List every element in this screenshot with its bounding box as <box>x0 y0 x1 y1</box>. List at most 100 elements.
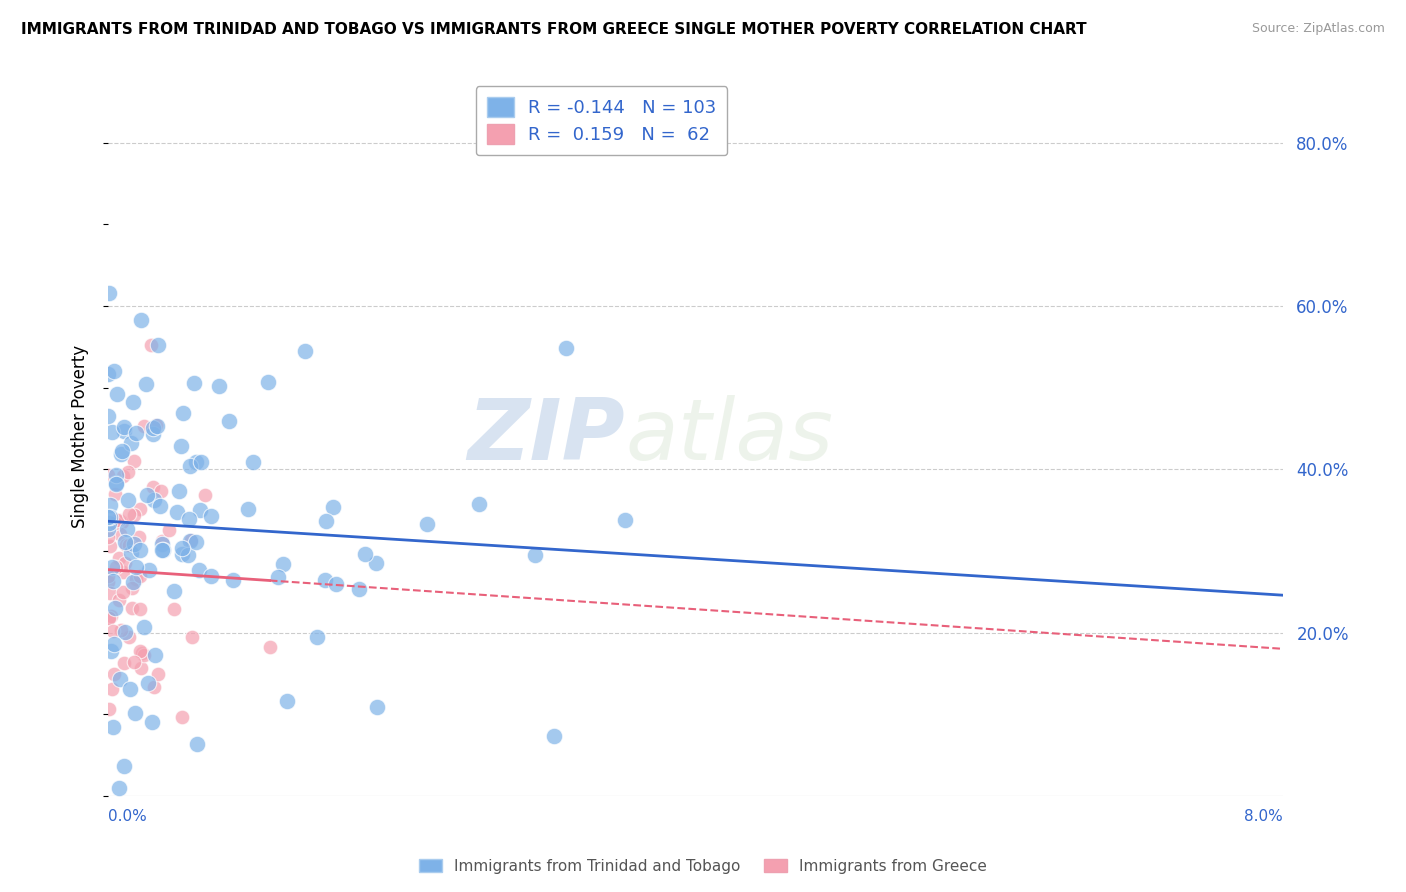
Point <box>112 420 135 434</box>
Point <box>141 338 163 352</box>
Point <box>121 581 143 595</box>
Point <box>188 503 211 517</box>
Point <box>98 516 121 530</box>
Point <box>118 630 141 644</box>
Point <box>97 468 120 483</box>
Point <box>366 700 388 714</box>
Point <box>347 582 370 596</box>
Point <box>163 584 186 599</box>
Point <box>125 425 148 440</box>
Point <box>134 648 156 663</box>
Point <box>143 492 166 507</box>
Point <box>145 418 167 433</box>
Point <box>180 533 202 547</box>
Point <box>163 602 186 616</box>
Point <box>177 512 200 526</box>
Point <box>100 644 122 658</box>
Point <box>111 585 134 599</box>
Point <box>150 543 173 558</box>
Point <box>152 543 174 558</box>
Point <box>118 682 141 697</box>
Point <box>138 563 160 577</box>
Point <box>354 547 377 561</box>
Point <box>97 510 120 524</box>
Point <box>172 710 194 724</box>
Point <box>103 574 125 589</box>
Point <box>114 557 136 571</box>
Point <box>148 338 170 352</box>
Point <box>114 534 136 549</box>
Text: ZIP: ZIP <box>467 395 626 478</box>
Point <box>129 644 152 658</box>
Point <box>142 427 165 442</box>
Point <box>184 455 207 469</box>
Point <box>122 394 145 409</box>
Point <box>114 624 136 639</box>
Point <box>112 565 135 579</box>
Point <box>132 620 155 634</box>
Point <box>104 516 127 531</box>
Point <box>170 541 193 555</box>
Point <box>218 414 240 428</box>
Point <box>101 560 124 574</box>
Point <box>98 539 121 553</box>
Point <box>111 444 134 458</box>
Point <box>111 469 134 483</box>
Point <box>271 557 294 571</box>
Point <box>143 680 166 694</box>
Point <box>104 475 127 490</box>
Point <box>294 344 316 359</box>
Point <box>110 447 132 461</box>
Point <box>97 367 120 381</box>
Point <box>184 534 207 549</box>
Point <box>121 600 143 615</box>
Point <box>112 425 135 439</box>
Point <box>107 780 129 795</box>
Point <box>105 467 128 482</box>
Point <box>259 640 281 654</box>
Point <box>112 759 135 773</box>
Point <box>128 568 150 582</box>
Point <box>267 570 290 584</box>
Point <box>101 720 124 734</box>
Point <box>97 530 120 544</box>
Legend: R = -0.144   N = 103, R =  0.159   N =  62: R = -0.144 N = 103, R = 0.159 N = 62 <box>475 87 727 155</box>
Point <box>122 508 145 523</box>
Point <box>108 550 131 565</box>
Point <box>107 513 129 527</box>
Point <box>101 624 124 639</box>
Point <box>97 610 120 624</box>
Point <box>129 601 152 615</box>
Point <box>125 572 148 586</box>
Point <box>111 515 134 529</box>
Point <box>129 543 152 558</box>
Point <box>150 536 173 550</box>
Point <box>136 676 159 690</box>
Point <box>305 630 328 644</box>
Point <box>131 646 153 660</box>
Point <box>200 509 222 524</box>
Point <box>200 569 222 583</box>
Point <box>120 546 142 560</box>
Text: 8.0%: 8.0% <box>1244 809 1284 824</box>
Point <box>194 488 217 502</box>
Point <box>208 378 231 392</box>
Point <box>149 500 172 514</box>
Point <box>112 656 135 670</box>
Point <box>103 667 125 681</box>
Point <box>132 418 155 433</box>
Point <box>122 537 145 551</box>
Point <box>103 363 125 377</box>
Point <box>416 516 439 531</box>
Point <box>98 509 121 524</box>
Point <box>122 454 145 468</box>
Point <box>135 377 157 392</box>
Point <box>98 286 121 301</box>
Point <box>121 575 143 590</box>
Text: Source: ZipAtlas.com: Source: ZipAtlas.com <box>1251 22 1385 36</box>
Point <box>129 312 152 326</box>
Point <box>104 600 127 615</box>
Point <box>366 556 388 570</box>
Point <box>242 455 264 469</box>
Point <box>115 522 138 536</box>
